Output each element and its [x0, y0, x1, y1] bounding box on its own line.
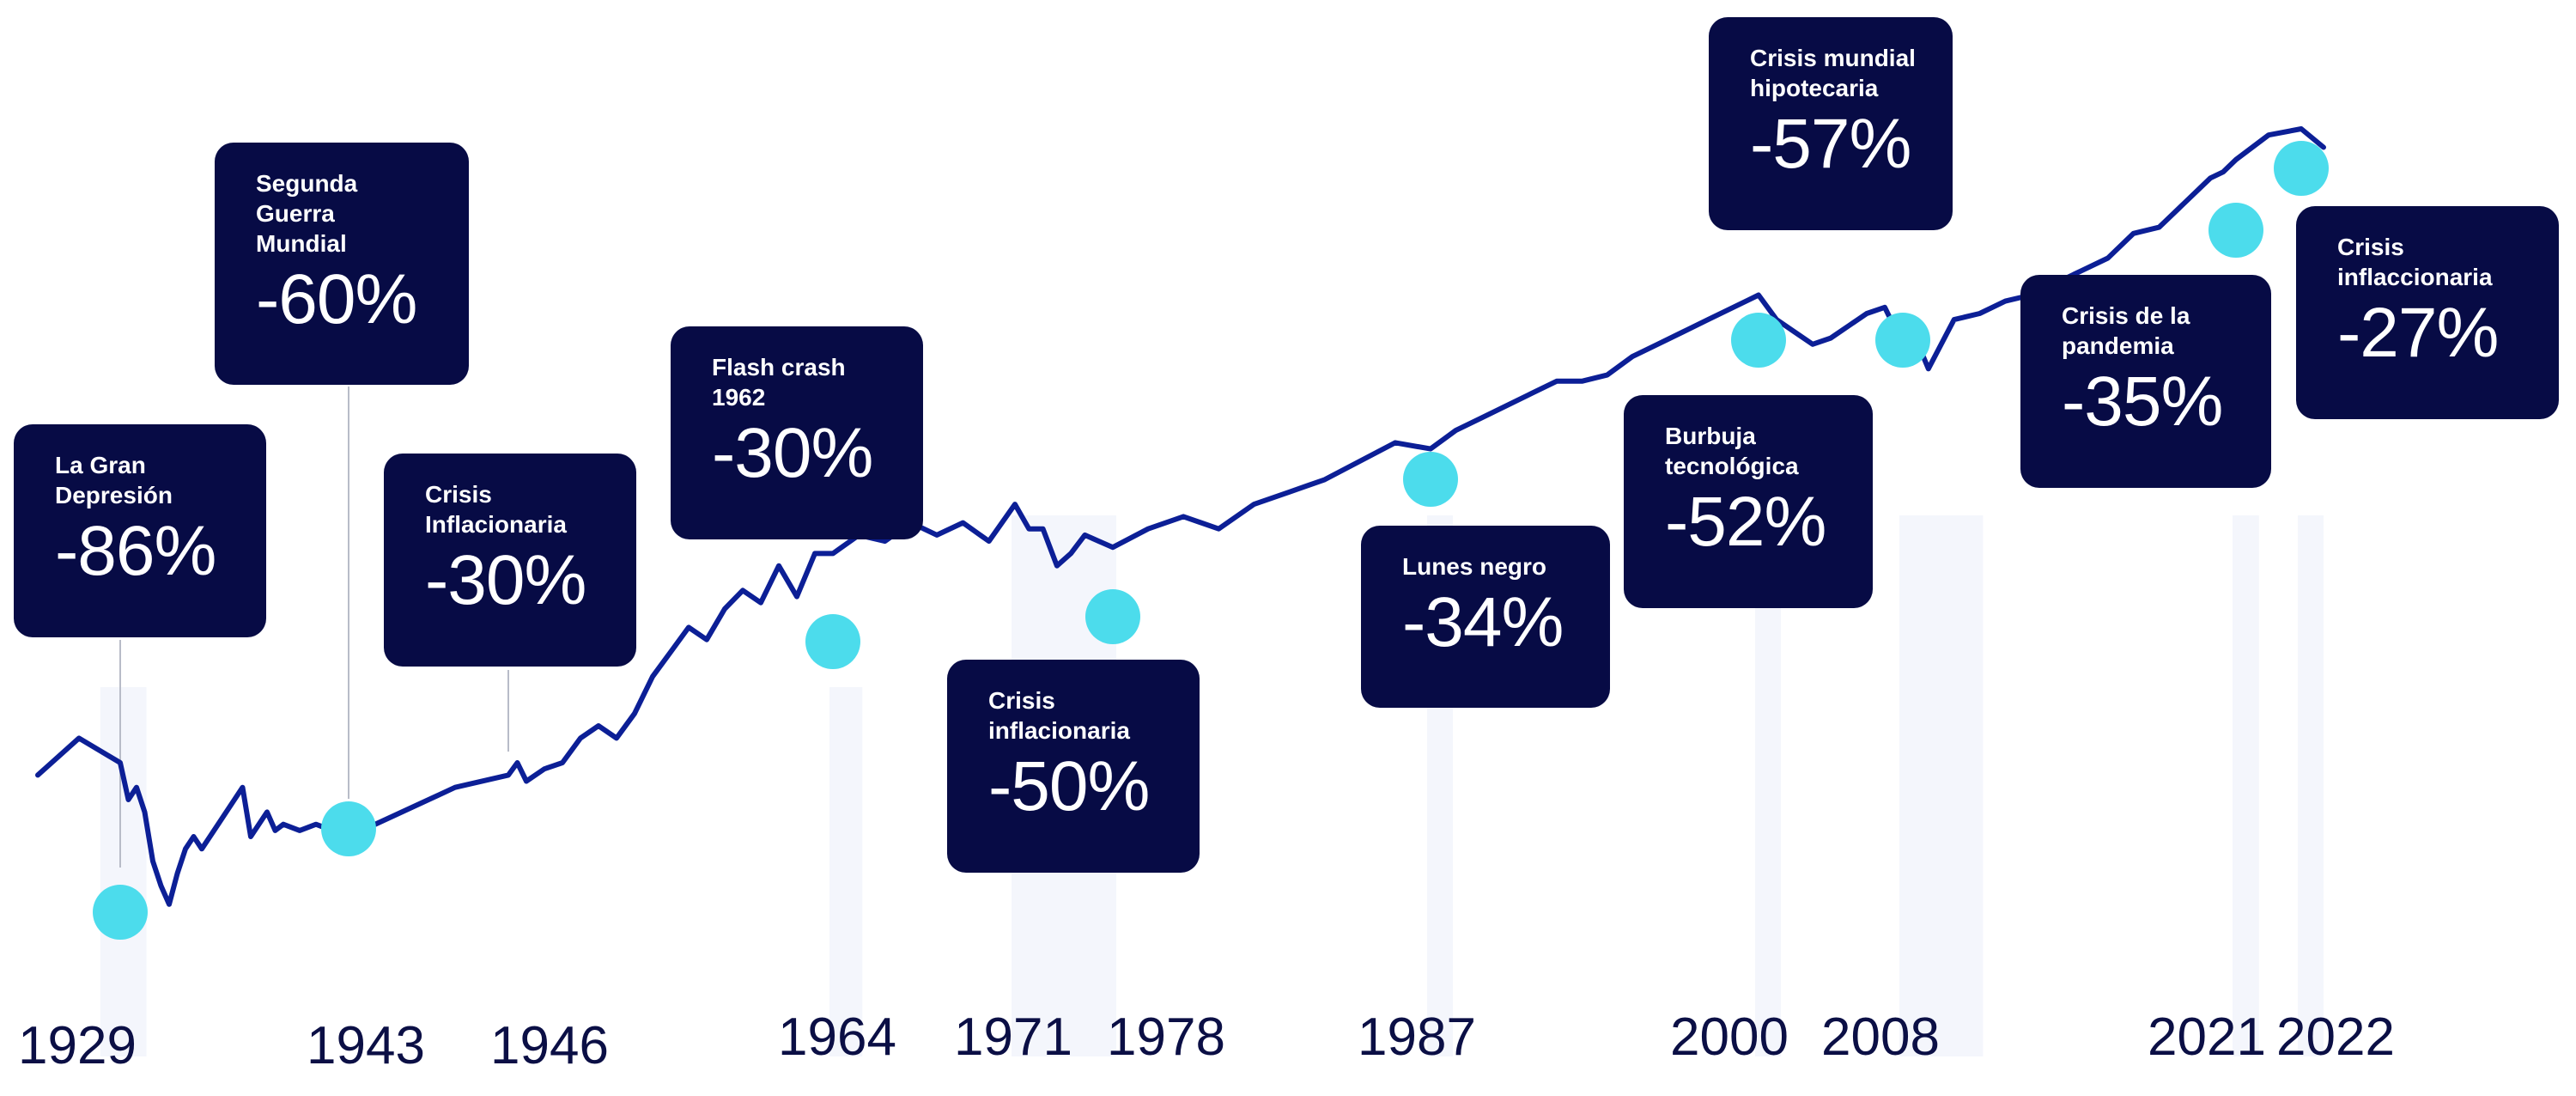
x-axis-year-labels: 1929 1943 1946 1964 1971 1978 1987 2000 2008 2021… — [18, 1008, 2395, 1075]
card-flash-crash: Flash crash 1962 -30% — [671, 326, 923, 539]
crisis-band — [2298, 515, 2324, 1056]
card-crisis-inflacionaria-1971: Crisis inflacionaria -50% — [947, 660, 1200, 873]
card-drop-value: -57% — [1750, 105, 1911, 183]
card-crisis-inflacionaria-1946: Crisis Inflacionaria -30% — [384, 454, 636, 667]
x-tick-label: 1971 — [954, 1008, 1072, 1067]
crisis-marker — [1403, 452, 1458, 507]
card-lunes-negro: Lunes negro -34% — [1361, 526, 1610, 708]
card-title: Crisis Inflacionaria — [425, 481, 567, 538]
card-drop-value: -27% — [2337, 294, 2499, 372]
card-title: Burbuja tecnológica — [1665, 423, 1799, 479]
card-title: Flash crash 1962 — [712, 354, 846, 411]
card-drop-value: -52% — [1665, 483, 1826, 561]
card-drop-value: -34% — [1402, 583, 1564, 661]
crisis-marker — [2274, 141, 2329, 196]
x-tick-label: 1943 — [307, 1016, 425, 1075]
card-title: Crisis inflacionaria — [988, 687, 1130, 744]
x-tick-label: 2008 — [1821, 1008, 1940, 1067]
card-segunda-guerra: Segunda Guerra Mundial -60% — [215, 143, 469, 385]
x-tick-label: 1964 — [778, 1008, 896, 1067]
x-tick-label: 2022 — [2276, 1008, 2395, 1067]
card-burbuja-tecnologica: Burbuja tecnológica -52% — [1624, 395, 1873, 608]
card-crisis-hipotecaria: Crisis mundial hipotecaria -57% — [1709, 17, 1953, 230]
crisis-marker — [93, 885, 148, 940]
crisis-marker — [1731, 313, 1786, 368]
x-tick-label: 2000 — [1670, 1008, 1789, 1067]
card-title: Lunes negro — [1402, 553, 1547, 580]
card-drop-value: -86% — [55, 512, 216, 590]
card-drop-value: -60% — [256, 260, 417, 338]
leader-lines — [119, 387, 509, 868]
crisis-band — [100, 687, 147, 1056]
x-tick-label: 1978 — [1107, 1008, 1225, 1067]
crisis-band — [829, 687, 863, 1056]
card-title: Crisis de la pandemia — [2062, 302, 2190, 359]
x-tick-label: 1929 — [18, 1016, 137, 1075]
crisis-marker — [805, 614, 860, 669]
card-drop-value: -30% — [425, 541, 586, 619]
crisis-marker — [321, 801, 376, 856]
card-drop-value: -30% — [712, 414, 873, 492]
crisis-marker — [1085, 589, 1140, 644]
crisis-marker — [2208, 203, 2263, 258]
card-title: Segunda Guerra Mundial — [256, 170, 358, 257]
card-gran-depresion: La Gran Depresión -86% — [14, 424, 266, 637]
x-tick-label: 1987 — [1358, 1008, 1476, 1067]
card-drop-value: -50% — [988, 747, 1150, 825]
crisis-band — [1899, 515, 1984, 1056]
card-crisis-pandemia: Crisis de la pandemia -35% — [2020, 275, 2271, 488]
card-drop-value: -35% — [2062, 362, 2223, 441]
crisis-marker — [1875, 313, 1930, 368]
x-tick-label: 2021 — [2148, 1008, 2266, 1067]
x-tick-label: 1946 — [490, 1016, 609, 1075]
crisis-band — [2233, 515, 2259, 1056]
card-title: La Gran Depresión — [55, 452, 173, 508]
card-crisis-inflaccionaria-2022: Crisis inflaccionaria -27% — [2296, 206, 2559, 419]
card-title: Crisis mundial hipotecaria — [1750, 45, 1916, 101]
card-title: Crisis inflaccionaria — [2337, 234, 2493, 290]
crisis-markers — [93, 141, 2329, 940]
